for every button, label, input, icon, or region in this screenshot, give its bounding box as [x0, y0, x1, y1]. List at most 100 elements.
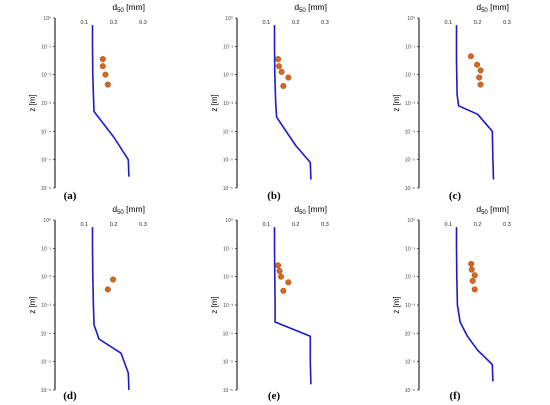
x-tick-label: 0.2 — [110, 222, 118, 228]
data-point — [275, 63, 282, 70]
x-axis-label: d50 [mm] — [476, 2, 509, 14]
y-tick-label: 10⁻⁵ — [223, 158, 233, 164]
y-tick-label: 10⁻⁴ — [405, 331, 415, 337]
chart-panel: 0.1 0.2 0.3 d50 [mm] 10⁰ 10⁻¹ 10⁻² 10⁻³ 10⁻⁴ 10⁻⁵… — [392, 2, 511, 202]
panel-label: (e) — [268, 390, 281, 402]
x-tick-label: 0.3 — [503, 20, 511, 26]
data-point — [104, 286, 111, 293]
y-axis-label: z [m] — [392, 296, 401, 313]
data-point — [474, 61, 481, 68]
x-axis-label: d50 [mm] — [112, 204, 145, 216]
x-tick-label: 0.2 — [474, 222, 482, 228]
y-tick-label: 10⁻⁵ — [41, 158, 51, 164]
profile-line — [273, 227, 312, 385]
y-axis-label: z [m] — [392, 94, 401, 111]
chart-panel: 0.1 0.2 0.3 d50 [mm] 10⁰ 10⁻¹ 10⁻² 10⁻³ 10⁻⁴ 10⁻⁵… — [28, 204, 147, 402]
y-tick-label: 10⁻³ — [223, 303, 233, 309]
x-tick-label: 0.3 — [139, 222, 147, 228]
data-point — [280, 287, 287, 294]
y-axis-label: z [m] — [28, 94, 37, 111]
x-axis-label: d50 [mm] — [294, 204, 327, 216]
x-tick-label: 0.1 — [263, 222, 271, 228]
x-tick-label: 0.1 — [445, 222, 453, 228]
data-point — [467, 53, 474, 60]
data-point — [275, 56, 282, 63]
x-axis-label: d50 [mm] — [476, 204, 509, 216]
profile-line — [273, 25, 312, 180]
data-point — [276, 268, 283, 275]
x-tick-label: 0.1 — [263, 20, 271, 26]
y-tick-label: 10⁻⁴ — [223, 331, 233, 337]
y-axis-label: z [m] — [210, 94, 219, 111]
data-point — [280, 82, 287, 89]
y-tick-label: 10⁻² — [41, 275, 51, 281]
data-point — [476, 74, 483, 81]
y-tick-label: 10⁻⁴ — [223, 129, 233, 135]
x-tick-label: 0.2 — [292, 222, 300, 228]
data-point — [102, 71, 109, 78]
chart-panel: 0.1 0.2 0.3 d50 [mm] 10⁰ 10⁻¹ 10⁻² 10⁻³ 10⁻⁴ 10⁻⁵… — [210, 204, 329, 402]
y-tick-label: 10⁻³ — [41, 101, 51, 107]
y-tick-label: 10⁻¹ — [41, 246, 51, 252]
data-point — [99, 56, 106, 63]
y-tick-label: 10⁻⁶ — [405, 388, 415, 394]
y-tick-label: 10⁻⁶ — [41, 186, 51, 192]
x-axis-label: d50 [mm] — [112, 2, 145, 14]
x-axis-label: d50 [mm] — [294, 2, 327, 14]
y-tick-label: 10⁻⁶ — [41, 388, 51, 394]
data-point — [477, 81, 484, 88]
y-tick-label: 10⁻¹ — [405, 246, 415, 252]
y-tick-label: 10⁻² — [223, 73, 233, 79]
profile-line — [455, 227, 494, 382]
x-tick-label: 0.1 — [81, 222, 89, 228]
y-tick-label: 10⁻¹ — [405, 44, 415, 50]
y-tick-label: 10⁻² — [223, 275, 233, 281]
y-tick-label: 10⁻² — [405, 275, 415, 281]
y-tick-label: 10⁻⁶ — [405, 186, 415, 192]
data-point — [99, 63, 106, 70]
y-tick-label: 10⁻⁵ — [405, 158, 415, 164]
data-point — [477, 67, 484, 74]
panel-label: (b) — [267, 190, 281, 202]
x-tick-label: 0.1 — [445, 20, 453, 26]
y-tick-label: 10⁻⁵ — [223, 360, 233, 366]
y-tick-label: 10⁻⁶ — [223, 388, 233, 394]
panel-label: (a) — [64, 190, 77, 202]
data-point — [275, 262, 282, 269]
profile-line — [455, 25, 495, 180]
x-tick-label: 0.3 — [139, 20, 147, 26]
y-tick-label: 10⁰ — [43, 218, 51, 224]
y-tick-label: 10⁻⁴ — [41, 331, 51, 337]
panel-label: (c) — [449, 190, 462, 202]
panel-label: (d) — [63, 390, 77, 402]
y-tick-label: 10⁻³ — [41, 303, 51, 309]
y-tick-label: 10⁻¹ — [41, 44, 51, 50]
y-tick-label: 10⁻⁶ — [223, 186, 233, 192]
data-point — [104, 81, 111, 88]
panel-label: (f) — [450, 390, 461, 402]
data-point — [471, 286, 478, 293]
data-point — [468, 260, 475, 267]
data-point — [110, 276, 117, 283]
x-tick-label: 0.2 — [110, 20, 118, 26]
y-tick-label: 10⁰ — [43, 16, 51, 22]
y-tick-label: 10⁻³ — [223, 101, 233, 107]
y-tick-label: 10⁰ — [407, 218, 415, 224]
data-point — [278, 68, 285, 75]
x-tick-label: 0.3 — [321, 20, 329, 26]
x-tick-label: 0.1 — [81, 20, 89, 26]
y-tick-label: 10⁻⁴ — [41, 129, 51, 135]
x-tick-label: 0.2 — [292, 20, 300, 26]
y-tick-label: 10⁻³ — [405, 101, 415, 107]
data-point — [285, 279, 292, 286]
chart-panel: 0.1 0.2 0.3 d50 [mm] 10⁰ 10⁻¹ 10⁻² 10⁻³ 10⁻⁴ 10⁻⁵… — [392, 204, 511, 402]
data-point — [278, 273, 285, 280]
profile-line — [91, 227, 130, 391]
y-tick-label: 10⁰ — [225, 16, 233, 22]
data-point — [471, 272, 478, 279]
x-tick-label: 0.2 — [474, 20, 482, 26]
y-tick-label: 10⁻² — [405, 73, 415, 79]
y-axis-label: z [m] — [210, 296, 219, 313]
y-tick-label: 10⁻¹ — [223, 246, 233, 252]
